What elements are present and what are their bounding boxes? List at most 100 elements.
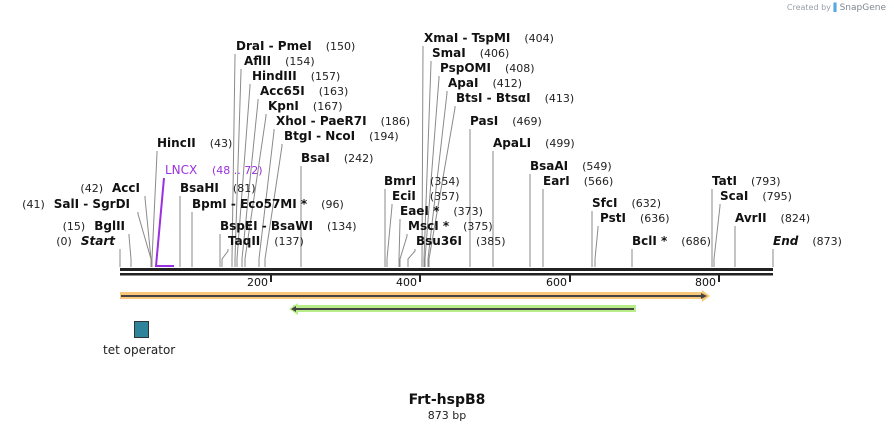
restriction-site[interactable]: SmaI (406) <box>432 46 509 60</box>
site-line <box>594 226 599 267</box>
site-line <box>258 129 275 267</box>
site-name: BclI * <box>632 234 668 248</box>
site-line <box>399 234 408 267</box>
site-position: (81) <box>233 182 256 195</box>
restriction-site[interactable]: BtgI - NcoI (194) <box>284 129 399 143</box>
site-position: (686) <box>681 235 711 248</box>
restriction-site[interactable]: SalI - SgrDI (41) <box>22 197 130 211</box>
restriction-site[interactable]: ApaLI (499) <box>493 136 575 150</box>
site-name: Acc65I <box>260 84 305 98</box>
site-name: BtsI - BtsαI <box>456 91 531 105</box>
restriction-site[interactable]: HindIII (157) <box>252 69 340 83</box>
restriction-site[interactable]: EaeI * (373) <box>400 204 483 218</box>
restriction-site[interactable]: AvrII (824) <box>735 211 810 225</box>
site-name: Bsu36I <box>416 234 462 248</box>
restriction-site[interactable]: AccI (42) <box>80 181 140 195</box>
restriction-site[interactable]: AflII (154) <box>244 54 315 68</box>
site-name: BsaHI <box>180 181 219 195</box>
green-feature-arrow[interactable] <box>289 303 636 315</box>
site-line <box>128 234 132 267</box>
map-length: 873 bp <box>427 409 467 422</box>
restriction-site[interactable]: KpnI (167) <box>268 99 343 113</box>
restriction-site[interactable]: EarI (566) <box>543 174 613 188</box>
orange-feature-arrow[interactable] <box>120 290 710 302</box>
restriction-site[interactable]: ScaI (795) <box>720 189 792 203</box>
restriction-site[interactable]: BtsI - BtsαI (413) <box>456 91 574 105</box>
restriction-site[interactable]: HincII (43) <box>157 136 232 150</box>
restriction-site[interactable]: BpmI - Eco57MI * (96) <box>192 197 344 211</box>
site-position: (375) <box>463 220 493 233</box>
site-name: SmaI <box>432 46 466 60</box>
restriction-site[interactable]: MscI * (375) <box>408 219 493 233</box>
restriction-site[interactable]: PasI (469) <box>470 114 542 128</box>
restriction-site[interactable]: SfcI (632) <box>592 196 661 210</box>
restriction-site[interactable]: BsaI (242) <box>301 151 373 165</box>
site-labels: Start (0) BglII (15) SalI - SgrDI (41) AccI (42… <box>22 31 842 248</box>
site-position: (824) <box>781 212 811 225</box>
site-position: (137) <box>274 235 304 248</box>
site-position: (413) <box>545 92 575 105</box>
site-position: (157) <box>311 70 341 83</box>
lncx-feature[interactable]: LNCX (48 .. 72) <box>154 163 263 267</box>
site-name: End <box>773 234 799 248</box>
snapgene-credit: Created by ▌SnapGene <box>787 3 886 13</box>
restriction-site[interactable]: Start (0) <box>56 234 116 248</box>
restriction-site[interactable]: PstI (636) <box>600 211 670 225</box>
restriction-site[interactable]: TatI (793) <box>712 174 781 188</box>
site-name: AccI <box>112 181 140 195</box>
site-position: (194) <box>369 130 399 143</box>
site-name: BspEI - BsaWI <box>220 219 313 233</box>
restriction-site[interactable]: BsaAI (549) <box>530 159 612 173</box>
restriction-site[interactable]: EciI (357) <box>392 189 459 203</box>
tet-operator-label: tet operator <box>103 343 176 357</box>
restriction-site[interactable]: BmrI (354) <box>384 174 460 188</box>
tet-operator-box[interactable] <box>134 321 149 338</box>
site-line <box>427 91 448 267</box>
lncx-label: LNCX <box>165 163 197 177</box>
site-position: (134) <box>327 220 357 233</box>
ruler-tick-label: 400 <box>396 276 417 289</box>
site-position: (499) <box>545 137 575 150</box>
site-position: (0) <box>56 235 72 248</box>
site-name: BpmI - Eco57MI * <box>192 197 308 211</box>
site-line <box>144 196 152 267</box>
restriction-site[interactable]: BclI * (686) <box>632 234 711 248</box>
site-name: BsaI <box>301 151 330 165</box>
site-position: (373) <box>453 205 483 218</box>
site-position: (150) <box>326 40 356 53</box>
restriction-site[interactable]: TaqII (137) <box>228 234 304 248</box>
ruler-tick <box>569 274 571 282</box>
site-name: SfcI <box>592 196 617 210</box>
credit-brand: SnapGene <box>839 3 886 13</box>
site-line <box>398 219 401 267</box>
credit-prefix: Created by <box>786 3 831 12</box>
restriction-site[interactable]: ApaI (412) <box>448 76 522 90</box>
site-line <box>264 144 283 267</box>
site-line <box>231 54 236 267</box>
restriction-site[interactable]: BsaHI (81) <box>180 181 256 195</box>
restriction-site[interactable]: BspEI - BsaWI (134) <box>220 219 357 233</box>
site-position: (15) <box>63 220 86 233</box>
site-name: ScaI <box>720 189 748 203</box>
site-position: (41) <box>22 198 45 211</box>
restriction-site[interactable]: BglII (15) <box>63 219 125 233</box>
site-line <box>713 204 721 267</box>
restriction-site[interactable]: PspOMI (408) <box>440 61 535 75</box>
site-position: (469) <box>512 115 542 128</box>
restriction-site[interactable]: Bsu36I (385) <box>416 234 506 248</box>
site-position: (549) <box>582 160 612 173</box>
site-position: (793) <box>751 175 781 188</box>
restriction-site[interactable]: XmaI - TspMI (404) <box>424 31 554 45</box>
site-name: EciI <box>392 189 416 203</box>
restriction-site[interactable]: Acc65I (163) <box>260 84 348 98</box>
site-position: (566) <box>584 175 614 188</box>
site-position: (385) <box>476 235 506 248</box>
site-name: BmrI <box>384 174 416 188</box>
restriction-site[interactable]: DraI - PmeI (150) <box>236 39 355 53</box>
ruler-tick <box>270 274 272 282</box>
restriction-site[interactable]: XhoI - PaeR7I (186) <box>276 114 410 128</box>
restriction-site[interactable]: End (873) <box>773 234 842 248</box>
site-line <box>244 114 267 267</box>
site-position: (795) <box>762 190 792 203</box>
